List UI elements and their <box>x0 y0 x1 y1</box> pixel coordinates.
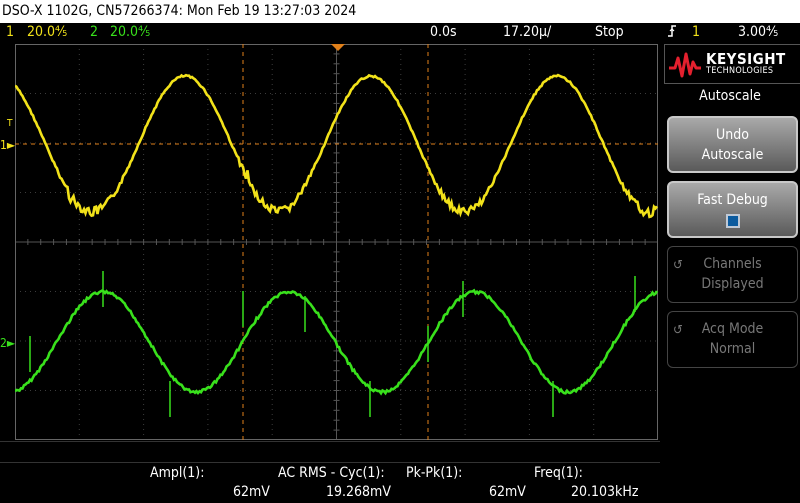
keysight-logo: KEYSIGHT TECHNOLOGIES <box>668 46 798 82</box>
ch1-ground-marker[interactable]: 1► <box>0 138 16 152</box>
meas-value-ampl: 62mV <box>233 484 270 500</box>
ch2-scale[interactable]: 20.0⅘ <box>110 24 151 40</box>
rotate-knob-icon: ↺ <box>673 323 683 338</box>
run-state[interactable]: Stop <box>595 24 624 40</box>
waveform-display[interactable] <box>15 44 658 440</box>
title-text: DSO-X 1102G, CN57266374: Mon Feb 19 13:2… <box>2 3 357 19</box>
ch1-scale[interactable]: 20.0⅘ <box>27 24 68 40</box>
trigger-edge-icon[interactable] <box>667 23 677 44</box>
trigger-position-marker <box>331 44 345 51</box>
brand-sub: TECHNOLOGIES <box>706 66 774 76</box>
trigger-level-marker: T <box>7 118 13 129</box>
undo-label-1: Undo <box>716 127 749 143</box>
meas-label-pkpk: Pk-Pk(1): <box>406 465 463 481</box>
title-bar: DSO-X 1102G, CN57266374: Mon Feb 19 13:2… <box>0 0 800 23</box>
ch2-spikes <box>29 271 636 417</box>
meas-label-text: Ampl(1): <box>150 465 205 481</box>
channels-label-2: Displayed <box>701 276 764 292</box>
fast-debug-label: Fast Debug <box>697 192 768 208</box>
graticule <box>15 44 658 440</box>
rotate-knob-icon: ↺ <box>673 258 683 273</box>
ch2-ground-marker[interactable]: 2► <box>0 336 16 350</box>
fast-debug-checkbox-icon <box>725 214 740 228</box>
time-scale[interactable]: 17.20µ/ <box>503 24 552 40</box>
undo-label-2: Autoscale <box>701 147 764 163</box>
time-cursors <box>15 44 658 440</box>
acq-mode-label-2: Normal <box>709 341 756 357</box>
status-bar: 1 20.0⅘ 2 20.0⅘ 0.0s 17.20µ/ Stop 1 3.00… <box>0 23 800 41</box>
ch1-number[interactable]: 1 <box>6 24 15 40</box>
ch2-waveform <box>15 288 658 396</box>
trigger-level[interactable]: 3.00⅘ <box>738 24 779 40</box>
measurement-divider <box>0 441 660 463</box>
keysight-wave-icon <box>669 52 701 78</box>
meas-value-freq: 20.103kHz <box>571 484 639 500</box>
acq-mode-label-1: Acq Mode <box>701 321 764 337</box>
brand-name: KEYSIGHT <box>706 50 786 68</box>
meas-value-pkpk: 62mV <box>489 484 526 500</box>
trigger-channel[interactable]: 1 <box>692 24 701 40</box>
ch2-marker-label: 2 <box>0 336 7 350</box>
fast-debug-button[interactable]: Fast Debug <box>667 181 798 238</box>
meas-value-acrms: 19.268mV <box>326 484 391 500</box>
brand-box <box>664 44 800 84</box>
measurement-bar: Ampl(1): 62mV AC RMS - Cyc(1): 19.268mV … <box>0 441 660 503</box>
meas-label-acrms: AC RMS - Cyc(1): <box>278 465 385 481</box>
time-position[interactable]: 0.0s <box>430 24 457 40</box>
ch1-marker-label: 1 <box>0 138 7 152</box>
channels-label-1: Channels <box>703 256 762 272</box>
acq-mode-button[interactable]: ↺ Acq Mode Normal <box>667 311 798 368</box>
meas-label-freq: Freq(1): <box>534 465 583 481</box>
channels-displayed-button[interactable]: ↺ Channels Displayed <box>667 246 798 303</box>
softkey-menu-title: Autoscale <box>699 88 761 104</box>
ch1-waveform <box>15 73 658 219</box>
undo-autoscale-button[interactable]: Undo Autoscale <box>667 116 798 173</box>
meas-label-ampl: Ampl(1): <box>150 465 204 481</box>
ch2-number[interactable]: 2 <box>90 24 99 40</box>
